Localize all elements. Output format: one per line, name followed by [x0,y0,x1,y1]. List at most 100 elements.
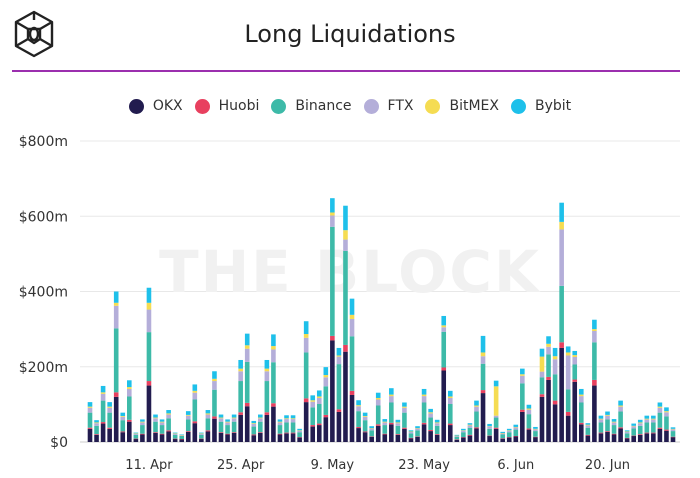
bar-segment-bitmex [461,430,466,431]
bar-segment-binance [94,425,99,435]
bar-segment-bitmex [192,390,198,393]
bar-segment-bitmex [87,406,93,408]
bar-segment-ftx [146,309,152,333]
bar-segment-okx [199,438,204,442]
legend-item-binance[interactable]: Binance [271,98,352,114]
bar-segment-bitmex [395,422,401,424]
bar-segment-huobi [251,434,257,436]
bar-segment-ftx [316,397,322,404]
bar-segment-ftx [546,346,551,355]
bar-stack-29-apr [264,359,270,442]
bar-segment-binance [192,399,198,422]
bar-segment-ftx [94,423,99,426]
bar-segment-binance [231,421,237,433]
bar-segment-bitmex [651,418,656,420]
bar-segment-okx [100,423,106,442]
bar-segment-bitmex [402,406,407,408]
bar-segment-binance [651,422,656,433]
bar-segment-bitmex [297,430,302,431]
bar-segment-ftx [185,415,191,420]
bar-segment-okx [670,437,676,442]
bar-segment-huobi [127,419,132,422]
bar-segment-bitmex [421,394,427,397]
bar-segment-huobi [225,433,230,435]
the-block-logo-icon [14,10,54,58]
bar-stack-22-apr [218,414,224,442]
bar-segment-ftx [369,428,374,431]
bar-segment-binance [284,422,289,433]
bar-segment-bybit [624,430,630,432]
bar-stack-24-jun [631,423,636,442]
bar-segment-huobi [474,427,479,429]
bar-stack-11-apr [146,287,152,442]
bar-segment-bitmex [113,302,119,306]
bar-segment-ftx [395,423,401,426]
bar-segment-huobi [153,432,158,433]
bar-segment-huobi [192,421,198,424]
bar-stack-8-may [323,367,329,442]
bar-segment-binance [598,422,604,433]
bar-segment-huobi [264,412,270,415]
bar-segment-okx [539,396,545,442]
bar-segment-bybit [258,414,263,418]
bar-segment-bybit [618,400,623,406]
bar-stack-14-jun [565,346,571,442]
legend-item-ftx[interactable]: FTX [363,98,413,114]
bar-segment-okx [578,424,584,442]
bar-segment-okx [238,414,243,442]
bar-segment-binance [205,418,211,431]
bar-segment-binance [559,285,564,343]
bar-segment-okx [533,437,538,442]
bar-segment-binance [644,422,650,433]
bar-segment-binance [218,421,224,433]
bar-segment-ftx [343,239,348,251]
bar-stack-27-may [447,390,453,442]
y-tick-label: $400m [19,285,68,301]
bar-segment-huobi [94,434,99,435]
bar-segment-huobi [565,411,571,416]
bar-segment-bybit [323,367,329,376]
bar-segment-okx [140,434,145,442]
legend-item-huobi[interactable]: Huobi [194,98,259,114]
bar-segment-binance [323,386,329,415]
bar-segment-huobi [539,394,545,397]
bar-segment-ftx [113,305,119,329]
bar-segment-huobi [146,381,152,386]
bar-segment-huobi [218,432,224,433]
bar-segment-ftx [133,433,139,435]
bar-segment-bybit [264,359,270,369]
bar-stack-7-apr [120,412,126,442]
bar-stack-20-jun [605,411,610,442]
y-tick-label: $0 [50,435,68,451]
bar-segment-huobi [100,422,106,424]
bar-stack-30-jun [670,427,676,442]
bar-segment-bitmex [500,432,505,434]
bar-segment-binance [572,364,578,380]
bar-segment-bitmex [218,417,224,419]
bar-segment-okx [369,436,374,442]
bar-segment-bybit [493,380,499,387]
bar-stack-19-apr [199,432,204,442]
bar-segment-huobi [454,439,460,440]
y-tick-label: $800m [19,134,68,150]
legend-label: BitMEX [449,98,499,114]
legend-swatch [271,98,287,114]
bar-stack-28-may [454,434,460,442]
bar-segment-bybit [421,388,427,395]
bar-segment-okx [461,437,466,442]
bar-segment-okx [218,432,224,442]
legend-item-okx[interactable]: OKX [128,98,183,114]
bar-segment-binance [552,374,558,401]
legend-item-bitmex[interactable]: BitMEX [425,98,499,114]
bar-segment-okx [565,415,571,442]
bar-segment-bybit [271,334,276,347]
bar-segment-ftx [153,418,158,422]
bar-stack-28-apr [258,414,263,442]
x-tick-label: 9. May [311,458,355,473]
bar-segment-okx [664,430,669,442]
bar-segment-okx [559,347,564,442]
legend-item-bybit[interactable]: Bybit [510,98,571,114]
bar-segment-ftx [618,406,623,412]
bar-segment-ftx [323,377,329,387]
bar-segment-huobi [179,438,185,440]
